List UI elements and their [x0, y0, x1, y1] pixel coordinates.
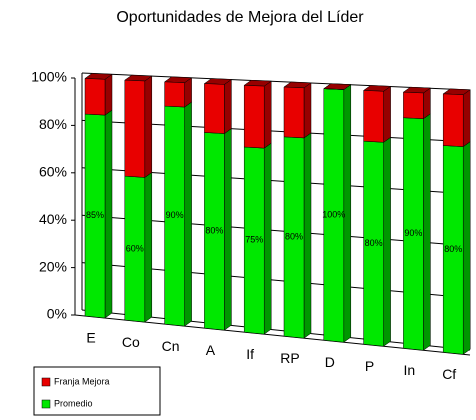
bar: [442, 93, 464, 147]
x-tick-label: Cf: [442, 366, 456, 382]
y-tick-label: 0%: [47, 306, 67, 322]
bar: [283, 86, 305, 139]
bar-side: [303, 82, 312, 139]
bar: [84, 78, 106, 116]
bar-side: [462, 89, 471, 148]
value-label: 75%: [245, 235, 263, 245]
y-tick-label: 100%: [31, 69, 67, 85]
bar-side: [184, 101, 192, 327]
x-tick-label: In: [404, 362, 416, 378]
legend-swatch: [41, 399, 51, 409]
bar-side: [224, 78, 232, 135]
x-tick-label: Co: [122, 334, 140, 350]
value-label: 80%: [444, 244, 462, 254]
bar-side: [462, 141, 471, 355]
x-tick-label: P: [365, 358, 374, 374]
bar-side: [104, 73, 113, 116]
bar: [363, 90, 384, 143]
legend-label: Franja Mejora: [54, 376, 110, 386]
y-tick-label: 60%: [39, 164, 67, 180]
bar-side: [423, 113, 431, 351]
bar-side: [104, 109, 113, 319]
bar-side: [224, 128, 232, 331]
bar-side: [263, 80, 272, 149]
value-label: 90%: [166, 210, 184, 220]
x-tick-label: A: [206, 342, 216, 358]
legend-box: [33, 366, 161, 416]
bar-side: [383, 85, 391, 143]
value-label: 85%: [86, 210, 104, 220]
bar-side: [144, 171, 153, 323]
x-tick-label: RP: [280, 350, 299, 366]
bar: [204, 83, 225, 134]
bar-side: [144, 75, 153, 178]
legend-swatch: [41, 377, 51, 387]
chart-title: Oportunidades de Mejora del Líder: [116, 9, 364, 26]
bar: [164, 81, 185, 108]
value-label: 100%: [322, 210, 345, 220]
value-label: 80%: [285, 232, 303, 242]
x-tick-label: If: [246, 346, 254, 362]
x-tick-label: E: [86, 330, 95, 346]
value-label: 90%: [404, 228, 422, 238]
bar-side: [383, 136, 391, 347]
legend-label: Promedio: [54, 398, 93, 408]
x-tick-label: Cn: [162, 338, 180, 354]
bar: [243, 85, 265, 149]
y-tick-label: 20%: [39, 258, 67, 274]
bar-side: [423, 87, 431, 120]
bar: [124, 79, 146, 178]
bar-side: [263, 142, 272, 335]
bar: [323, 88, 344, 90]
bar-side: [303, 132, 312, 339]
x-tick-label: D: [325, 354, 335, 370]
y-tick-label: 80%: [39, 116, 67, 132]
value-label: 80%: [365, 238, 383, 248]
bar: [403, 91, 424, 119]
value-label: 80%: [205, 225, 223, 235]
y-tick-label: 40%: [39, 211, 67, 227]
value-label: 60%: [126, 243, 144, 253]
